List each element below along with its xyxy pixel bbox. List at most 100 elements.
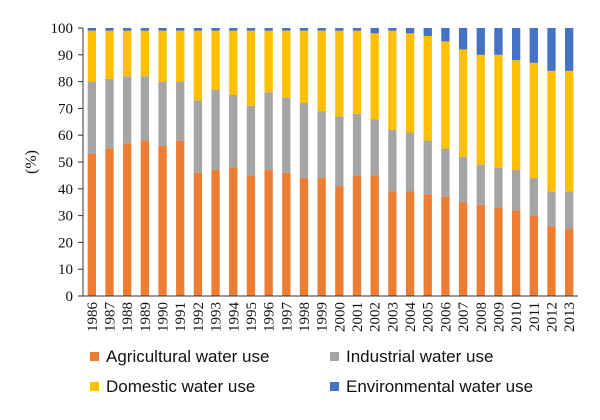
- x-tick-label: 2005: [421, 302, 437, 332]
- bar-segment-industrial-water-use: [352, 113, 362, 176]
- bar-segment-industrial-water-use: [529, 178, 538, 216]
- bar-segment-agricultural-water-use: [511, 210, 521, 296]
- bar-segment-domestic-water-use: [547, 70, 556, 192]
- y-tick-label: 40: [58, 182, 73, 198]
- x-tick-label: 1999: [315, 302, 331, 332]
- y-tick-label: 60: [58, 128, 73, 144]
- bar-segment-domestic-water-use: [158, 30, 167, 82]
- bar-segment-agricultural-water-use: [317, 178, 326, 296]
- bar-segment-domestic-water-use: [335, 30, 344, 117]
- bar-segment-agricultural-water-use: [476, 204, 485, 296]
- bar-segment-domestic-water-use: [441, 41, 450, 149]
- bar-segment-industrial-water-use: [211, 89, 220, 171]
- bar-segment-environmental-water-use: [87, 28, 96, 31]
- bar-segment-environmental-water-use: [299, 28, 309, 31]
- bar-segment-industrial-water-use: [105, 78, 114, 149]
- legend-label: Environmental water use: [346, 377, 533, 396]
- bar-segment-industrial-water-use: [423, 140, 432, 195]
- bar-segment-industrial-water-use: [388, 129, 397, 192]
- bar-segment-agricultural-water-use: [423, 194, 432, 296]
- bar-segment-environmental-water-use: [317, 28, 326, 31]
- bar-segment-domestic-water-use: [458, 49, 468, 157]
- x-tick-label: 2001: [350, 302, 366, 332]
- x-tick-label: 2004: [403, 302, 419, 333]
- bar-segment-agricultural-water-use: [211, 170, 220, 296]
- bar-segment-domestic-water-use: [529, 62, 538, 179]
- bar-segment-environmental-water-use: [423, 28, 432, 37]
- bar-segment-environmental-water-use: [176, 28, 185, 31]
- bar-segment-industrial-water-use: [87, 81, 96, 154]
- x-tick-label: 2002: [368, 302, 384, 332]
- bar-segment-agricultural-water-use: [193, 172, 203, 296]
- bar-segment-environmental-water-use: [547, 28, 556, 71]
- bar-segment-domestic-water-use: [105, 30, 114, 79]
- x-tick-label: 2000: [332, 302, 348, 332]
- bar-segment-industrial-water-use: [158, 81, 167, 146]
- bar-segment-domestic-water-use: [511, 60, 521, 171]
- bar-segment-industrial-water-use: [229, 95, 238, 168]
- bar-segment-environmental-water-use: [458, 28, 468, 50]
- bar-segment-environmental-water-use: [529, 28, 538, 63]
- bar-segment-agricultural-water-use: [105, 148, 114, 296]
- bar-segment-agricultural-water-use: [123, 143, 132, 296]
- bar-segment-agricultural-water-use: [405, 191, 415, 296]
- bar-segment-industrial-water-use: [176, 81, 185, 141]
- bar-segment-industrial-water-use: [494, 167, 503, 208]
- y-axis-ticks: 0 10 20 30 40 50 60 70 80 90 100: [51, 21, 83, 305]
- legend-swatch: [90, 352, 99, 361]
- bar-segment-domestic-water-use: [282, 30, 291, 98]
- bar-segment-industrial-water-use: [264, 92, 273, 171]
- bar-segment-environmental-water-use: [352, 28, 362, 31]
- bar-segment-agricultural-water-use: [441, 196, 450, 296]
- y-axis-label: (%): [23, 150, 40, 174]
- bar-segment-domestic-water-use: [405, 33, 415, 133]
- bar-segment-domestic-water-use: [299, 30, 309, 104]
- bar-segment-environmental-water-use: [335, 28, 344, 31]
- y-tick-label: 0: [66, 289, 74, 305]
- bar-segment-domestic-water-use: [211, 30, 220, 90]
- bar-segment-agricultural-water-use: [246, 175, 256, 296]
- bar-segment-agricultural-water-use: [264, 170, 273, 296]
- y-tick-label: 50: [58, 155, 73, 171]
- bar-segment-domestic-water-use: [87, 30, 96, 82]
- bar-segment-industrial-water-use: [193, 100, 203, 173]
- bar-segment-environmental-water-use: [246, 28, 256, 31]
- y-tick-label: 70: [58, 101, 73, 117]
- bar-segment-domestic-water-use: [317, 30, 326, 112]
- bar-segment-industrial-water-use: [547, 191, 556, 227]
- x-tick-label: 1995: [244, 302, 260, 332]
- y-tick-label: 100: [51, 21, 74, 37]
- bar-segment-agricultural-water-use: [529, 215, 538, 296]
- bar-segment-agricultural-water-use: [352, 175, 362, 296]
- x-tick-label: 1992: [191, 302, 207, 332]
- x-tick-label: 1991: [173, 302, 189, 332]
- legend-swatch: [330, 382, 339, 391]
- x-tick-label: 1990: [156, 302, 172, 332]
- bar-segment-domestic-water-use: [370, 33, 379, 120]
- bar-segment-industrial-water-use: [565, 191, 574, 229]
- bar-segment-domestic-water-use: [423, 36, 432, 141]
- bar-segment-agricultural-water-use: [335, 186, 344, 296]
- x-tick-label: 1996: [262, 302, 278, 333]
- bar-segment-industrial-water-use: [458, 156, 468, 203]
- x-tick-label: 2007: [456, 302, 472, 333]
- x-tick-label: 2006: [438, 302, 454, 333]
- bar-segment-domestic-water-use: [264, 30, 273, 93]
- x-tick-label: 2012: [544, 302, 560, 332]
- legend-label: Domestic water use: [106, 377, 255, 396]
- bar-segment-domestic-water-use: [140, 30, 150, 77]
- bar-segment-industrial-water-use: [123, 76, 132, 144]
- x-tick-label: 1987: [103, 302, 119, 333]
- bar-segment-domestic-water-use: [246, 30, 256, 106]
- bar-segment-environmental-water-use: [158, 28, 167, 31]
- bar-segment-environmental-water-use: [105, 28, 114, 31]
- bar-segment-agricultural-water-use: [176, 140, 185, 296]
- x-tick-label: 2003: [385, 302, 401, 332]
- bar-segment-industrial-water-use: [317, 111, 326, 179]
- bar-segment-environmental-water-use: [140, 28, 150, 31]
- bar-segment-domestic-water-use: [229, 30, 238, 95]
- bar-segment-industrial-water-use: [299, 103, 309, 179]
- bars: [87, 28, 574, 296]
- y-tick-label: 30: [58, 209, 73, 225]
- bar-segment-industrial-water-use: [335, 116, 344, 187]
